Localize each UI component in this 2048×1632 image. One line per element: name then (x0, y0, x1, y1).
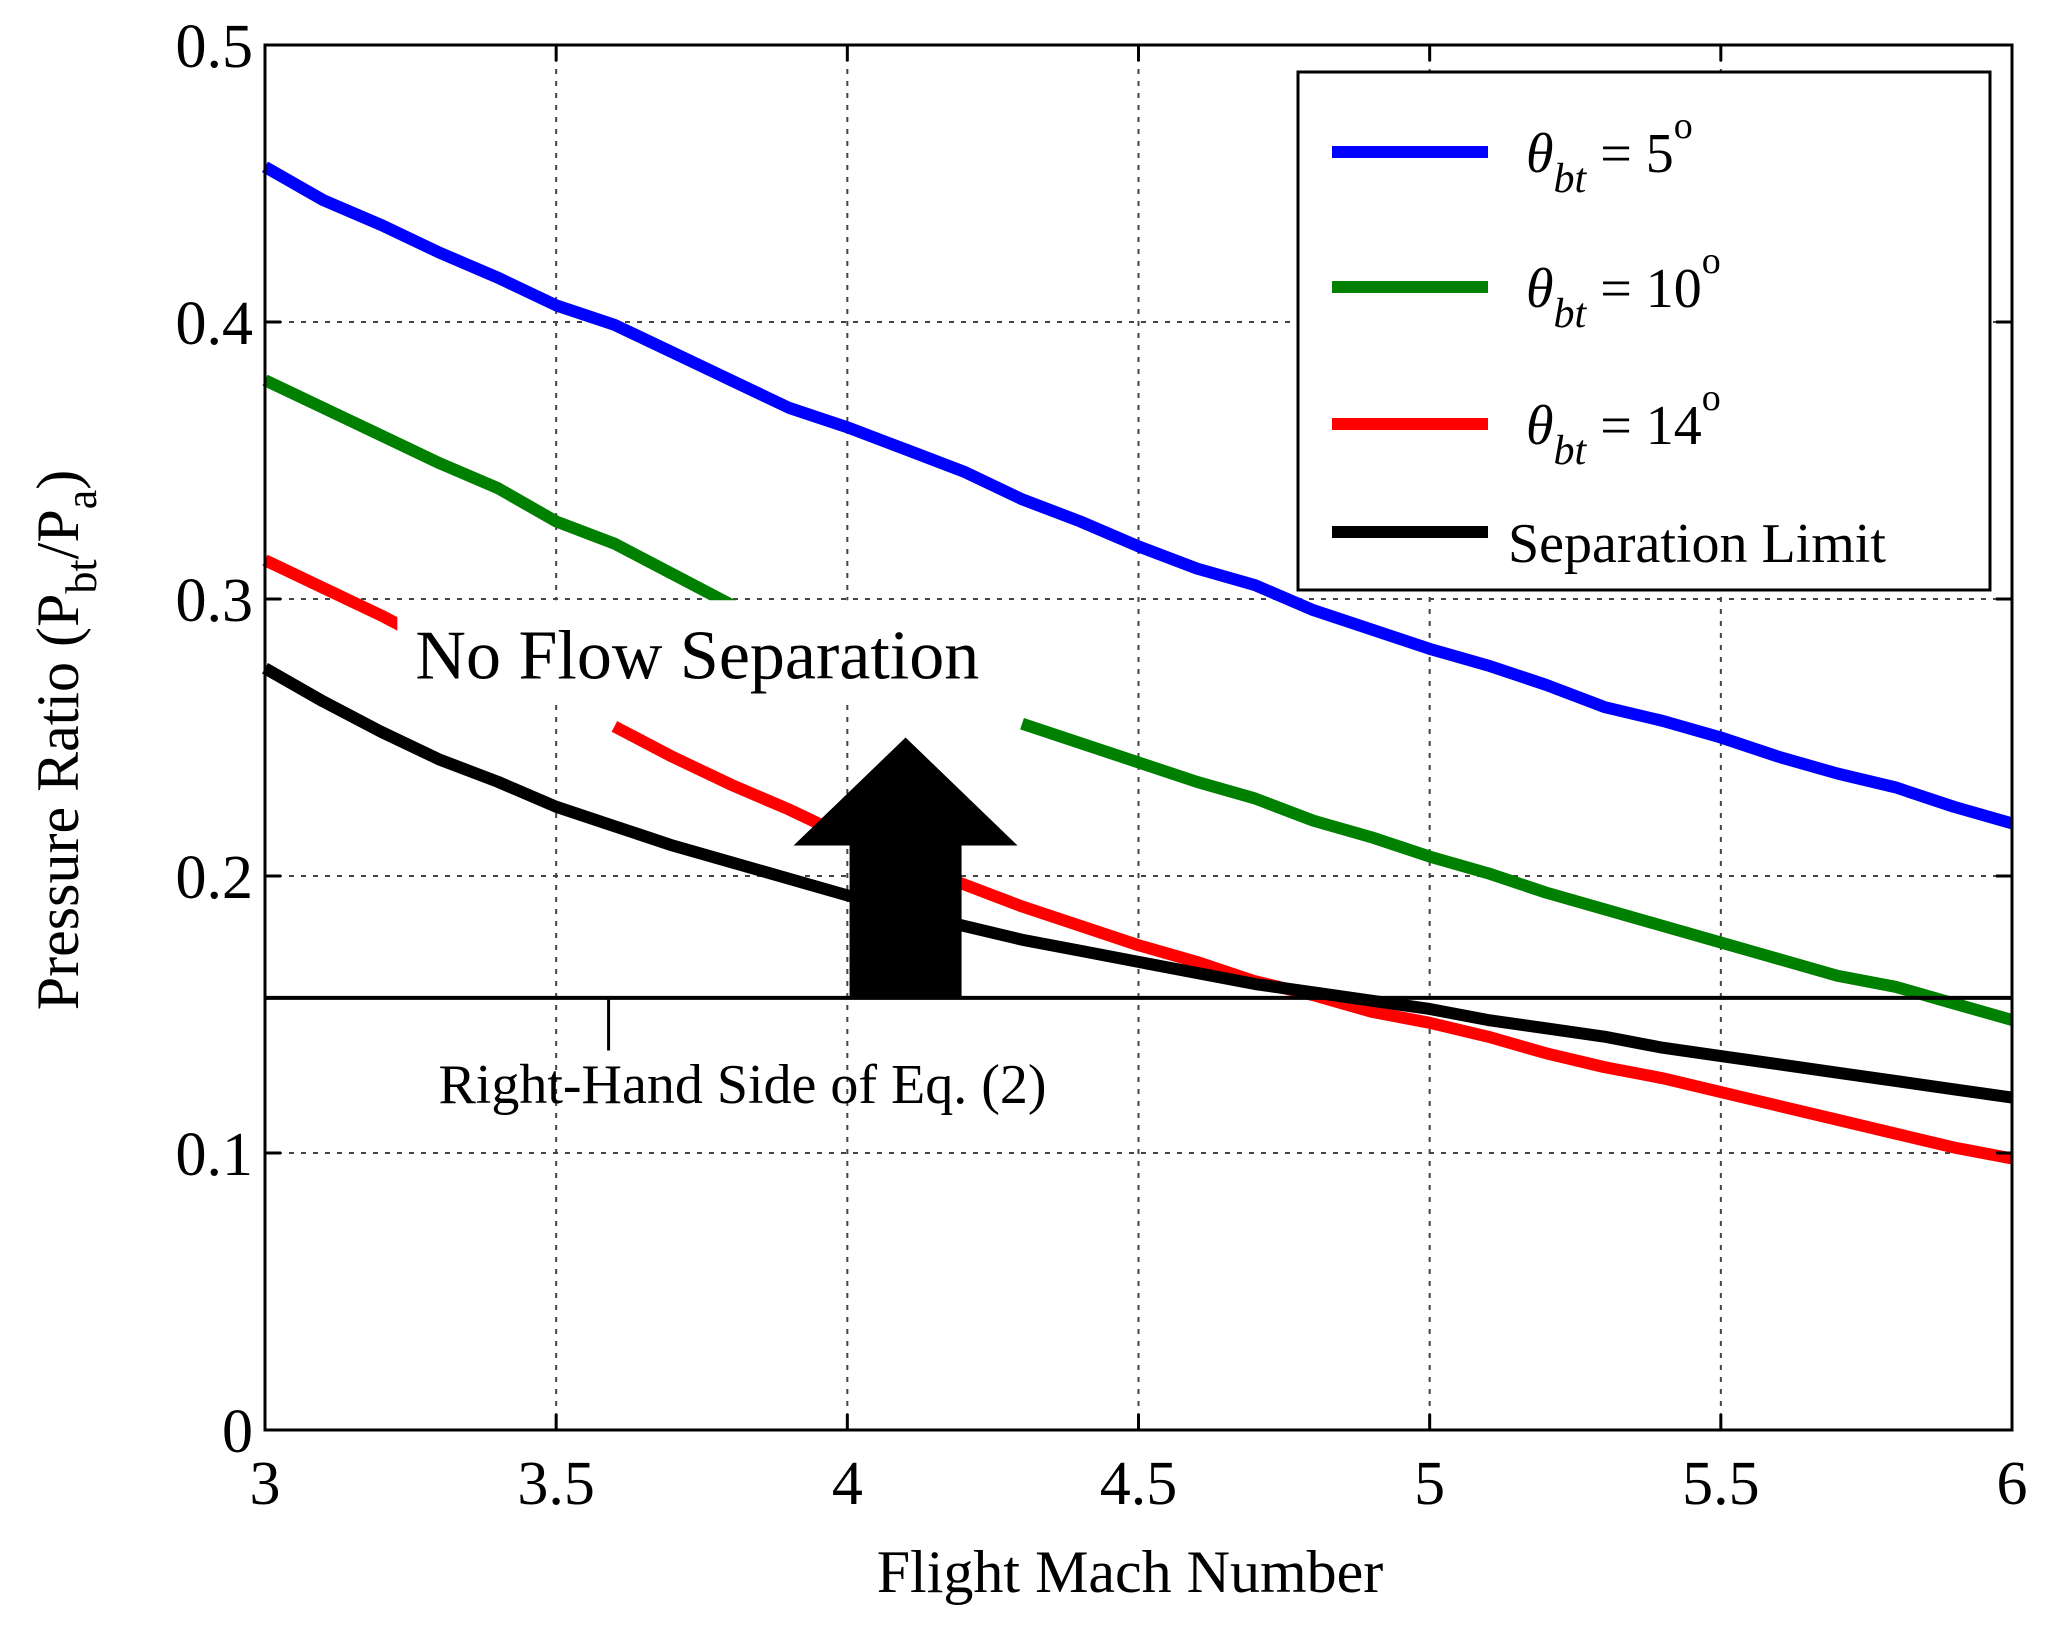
y-tick-label: 0.3 (176, 567, 254, 635)
tick-labels: 3 3.5 4 4.5 5 5.5 6 0 0.1 0.2 0.3 0.4 0.5 (176, 13, 2028, 1518)
y-tick-label: 0.4 (176, 290, 254, 358)
legend: θbt = 5o θbt = 10o θbt = 14o Separation … (1296, 70, 1992, 592)
x-tick-label: 5 (1414, 1450, 1445, 1518)
annotation-no-flow-separation: No Flow Separation (415, 617, 979, 694)
legend-entry-theta-5: θbt = 5o (1526, 105, 1693, 202)
legend-entry-theta-10: θbt = 10o (1526, 240, 1721, 337)
x-tick-label: 4.5 (1100, 1450, 1178, 1518)
y-axis-label-main: Pressure Ratio (P (25, 594, 91, 1011)
legend-entry-separation-limit: Separation Limit (1508, 513, 1886, 575)
series-line (262, 374, 775, 630)
x-tick-label: 5.5 (1682, 1450, 1760, 1518)
x-tick-label: 4 (832, 1450, 863, 1518)
legend-entry-theta-14: θbt = 14o (1526, 377, 1721, 474)
y-axis-label-mid: /P (25, 509, 91, 559)
series-line (1020, 717, 2014, 1026)
y-axis-label-end: ) (25, 470, 91, 490)
y-tick-label: 0.1 (176, 1121, 254, 1189)
x-tick-label: 6 (1997, 1450, 2028, 1518)
legend-box (1296, 70, 1992, 592)
annotation-backdrop (397, 600, 998, 699)
x-tick-label: 3 (250, 1450, 281, 1518)
y-axis-label-sub-bt: bt (57, 559, 106, 593)
y-tick-label: 0.2 (176, 844, 254, 912)
annotation-rhs-eq2: Right-Hand Side of Eq. (2) (438, 1054, 1046, 1116)
y-axis-label-sub-a: a (57, 490, 106, 510)
x-tick-label: 3.5 (517, 1450, 595, 1518)
annotations: No Flow Separation Right-Hand Side of Eq.… (397, 600, 1047, 1116)
x-axis-label: Flight Mach Number (877, 1539, 1384, 1605)
series-line (262, 161, 2014, 830)
y-tick-label: 0 (222, 1398, 253, 1466)
y-axis-label: Pressure Ratio (Pbt/Pa) (25, 470, 106, 1010)
axes (263, 43, 2014, 1432)
series-line (262, 663, 2013, 1104)
y-tick-label: 0.5 (176, 13, 254, 81)
up-arrow-icon (793, 737, 1018, 998)
